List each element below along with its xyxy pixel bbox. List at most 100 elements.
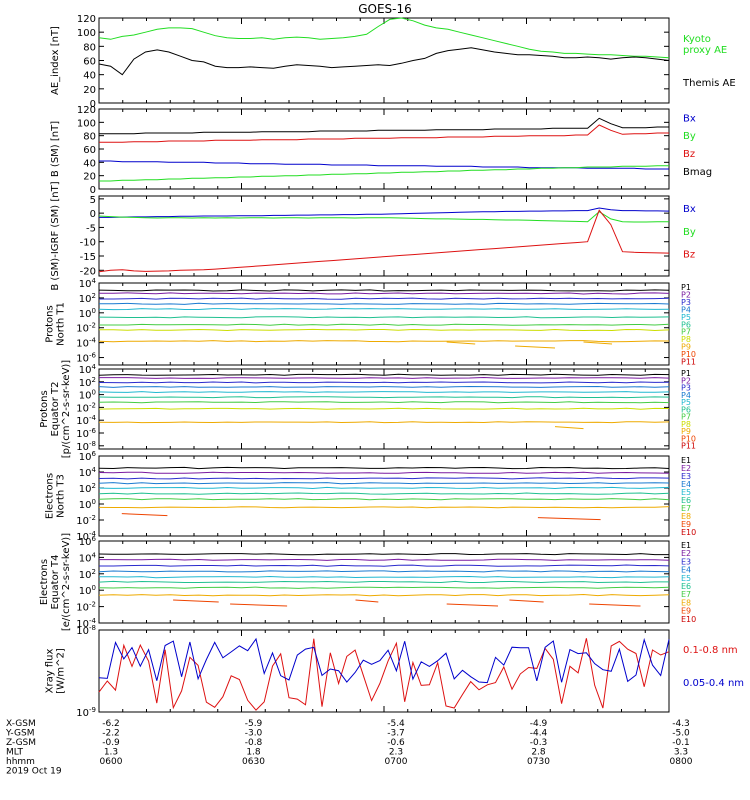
x-axis-value: 2.3: [389, 748, 403, 758]
y-tick-label: 10-4: [76, 617, 96, 630]
y-tick-label: 40: [83, 71, 96, 82]
y-axis-label: Protons: [45, 305, 56, 342]
channel-line-p3: [99, 297, 670, 300]
x-axis-value: -0.3: [530, 738, 548, 748]
channel-line-e3: [98, 477, 670, 480]
y-tick-label: 80: [83, 132, 96, 143]
channel-line-e7: [98, 586, 670, 589]
channel-label: E3: [681, 557, 691, 566]
legend-label: 0.1-0.8 nm: [683, 645, 738, 656]
channel-line-p7: [99, 323, 670, 326]
y-tick-label: 40: [83, 158, 96, 169]
legend-label: By: [683, 227, 696, 238]
x-axis-value: -5.4: [387, 719, 405, 729]
y-tick-label: 100: [79, 389, 96, 402]
y-tick-label: 100: [77, 118, 96, 129]
y-tick-label: 0: [90, 99, 96, 110]
legend-label: 0.05-0.4 nm: [683, 678, 744, 689]
x-axis-value: -6.2: [102, 719, 120, 729]
channel-label: P3: [681, 298, 691, 307]
channel-label: P4: [681, 391, 691, 400]
channel-label: E3: [681, 472, 691, 481]
channel-label: P10: [681, 350, 696, 359]
x-axis-row-label: Y-GSM: [5, 729, 34, 739]
series-line-0-1-0-8-nm: [98, 638, 670, 711]
x-axis-value: -3.0: [245, 729, 263, 739]
series-line-by: [99, 165, 669, 182]
legend-label: proxy AE: [683, 45, 727, 56]
legend-label: Bmag: [683, 167, 712, 178]
channel-line-p8: [99, 328, 670, 332]
channel-line-p6: [98, 396, 670, 399]
y-tick-label: 104: [79, 466, 97, 479]
x-axis-value: -0.9: [102, 738, 120, 748]
legend-label: Bz: [683, 149, 695, 160]
x-axis-value: -4.4: [530, 729, 548, 739]
y-tick-label: 60: [83, 57, 96, 68]
y-axis-label: North T3: [56, 474, 67, 518]
channel-line-e6: [98, 580, 669, 584]
channel-fragment: [583, 341, 613, 345]
y-tick-label: 104: [79, 277, 97, 290]
x-axis-value: 1.3: [104, 748, 118, 758]
channel-fragment: [121, 513, 168, 517]
channel-line-p7: [98, 401, 670, 404]
x-axis-row-label: hhmm: [6, 757, 35, 767]
channel-line-p2: [99, 376, 670, 379]
channel-label: P5: [681, 313, 691, 322]
y-tick-label: 10-6: [76, 352, 96, 365]
y-axis-label: Electrons: [45, 473, 56, 519]
x-axis-value: 0600: [100, 757, 123, 767]
channel-line-e4: [98, 482, 670, 485]
channel-fragment: [173, 599, 219, 603]
channel-fragment: [537, 517, 601, 521]
channel-label: P7: [681, 413, 691, 422]
y-axis-label: Electrons: [39, 559, 50, 605]
series-line-0-05-0-4-nm: [98, 637, 670, 684]
legend-label: Bz: [683, 250, 695, 261]
y-tick-label: 100: [79, 584, 96, 597]
channel-label: P9: [681, 343, 691, 352]
y-tick-label: 102: [79, 376, 96, 389]
x-axis-value: -4.3: [672, 719, 690, 729]
x-axis-value: -5.9: [245, 719, 263, 729]
channel-line-p4: [98, 385, 670, 388]
y-axis-label: AE_index [nT]: [50, 26, 61, 95]
channel-label: E10: [681, 615, 696, 624]
channel-fragment: [230, 603, 288, 607]
x-axis-value: -4.9: [530, 719, 548, 729]
y-tick-label: 10-8: [76, 440, 96, 453]
x-axis-row-label: MLT: [6, 748, 24, 758]
channel-line-p5: [98, 307, 670, 311]
channel-label: P8: [681, 335, 691, 344]
channel-label: E8: [681, 598, 691, 607]
series-line-bx: [99, 207, 670, 218]
channel-label: E2: [681, 549, 691, 558]
channel-line-p9: [98, 421, 670, 424]
channel-label: E8: [681, 512, 691, 521]
channel-fragment: [355, 599, 379, 603]
channel-label: E9: [681, 520, 691, 529]
channel-line-e5: [99, 575, 670, 579]
channel-label: E5: [681, 574, 691, 583]
channel-line-e8: [98, 593, 670, 597]
channel-label: P1: [681, 283, 691, 292]
channel-fragment: [446, 603, 499, 607]
channel-fragment: [446, 341, 476, 345]
channel-label: P3: [681, 384, 691, 393]
channel-line-p2: [98, 292, 670, 295]
channel-label: E4: [681, 480, 691, 489]
panel-frame: [98, 195, 670, 277]
y-tick-label: 10-6: [76, 427, 96, 440]
y-tick-label: 100: [79, 498, 96, 511]
y-tick-label: 10-2: [76, 401, 96, 414]
channel-label: P2: [681, 290, 691, 299]
y-tick-label: 102: [79, 482, 96, 495]
y-tick-label: -5: [86, 223, 96, 234]
channel-label: E1: [681, 541, 691, 550]
y-tick-label: 10-4: [76, 337, 96, 350]
channel-line-p5: [98, 391, 670, 394]
legend-label: Bx: [683, 113, 696, 124]
channel-label: E2: [681, 464, 691, 473]
